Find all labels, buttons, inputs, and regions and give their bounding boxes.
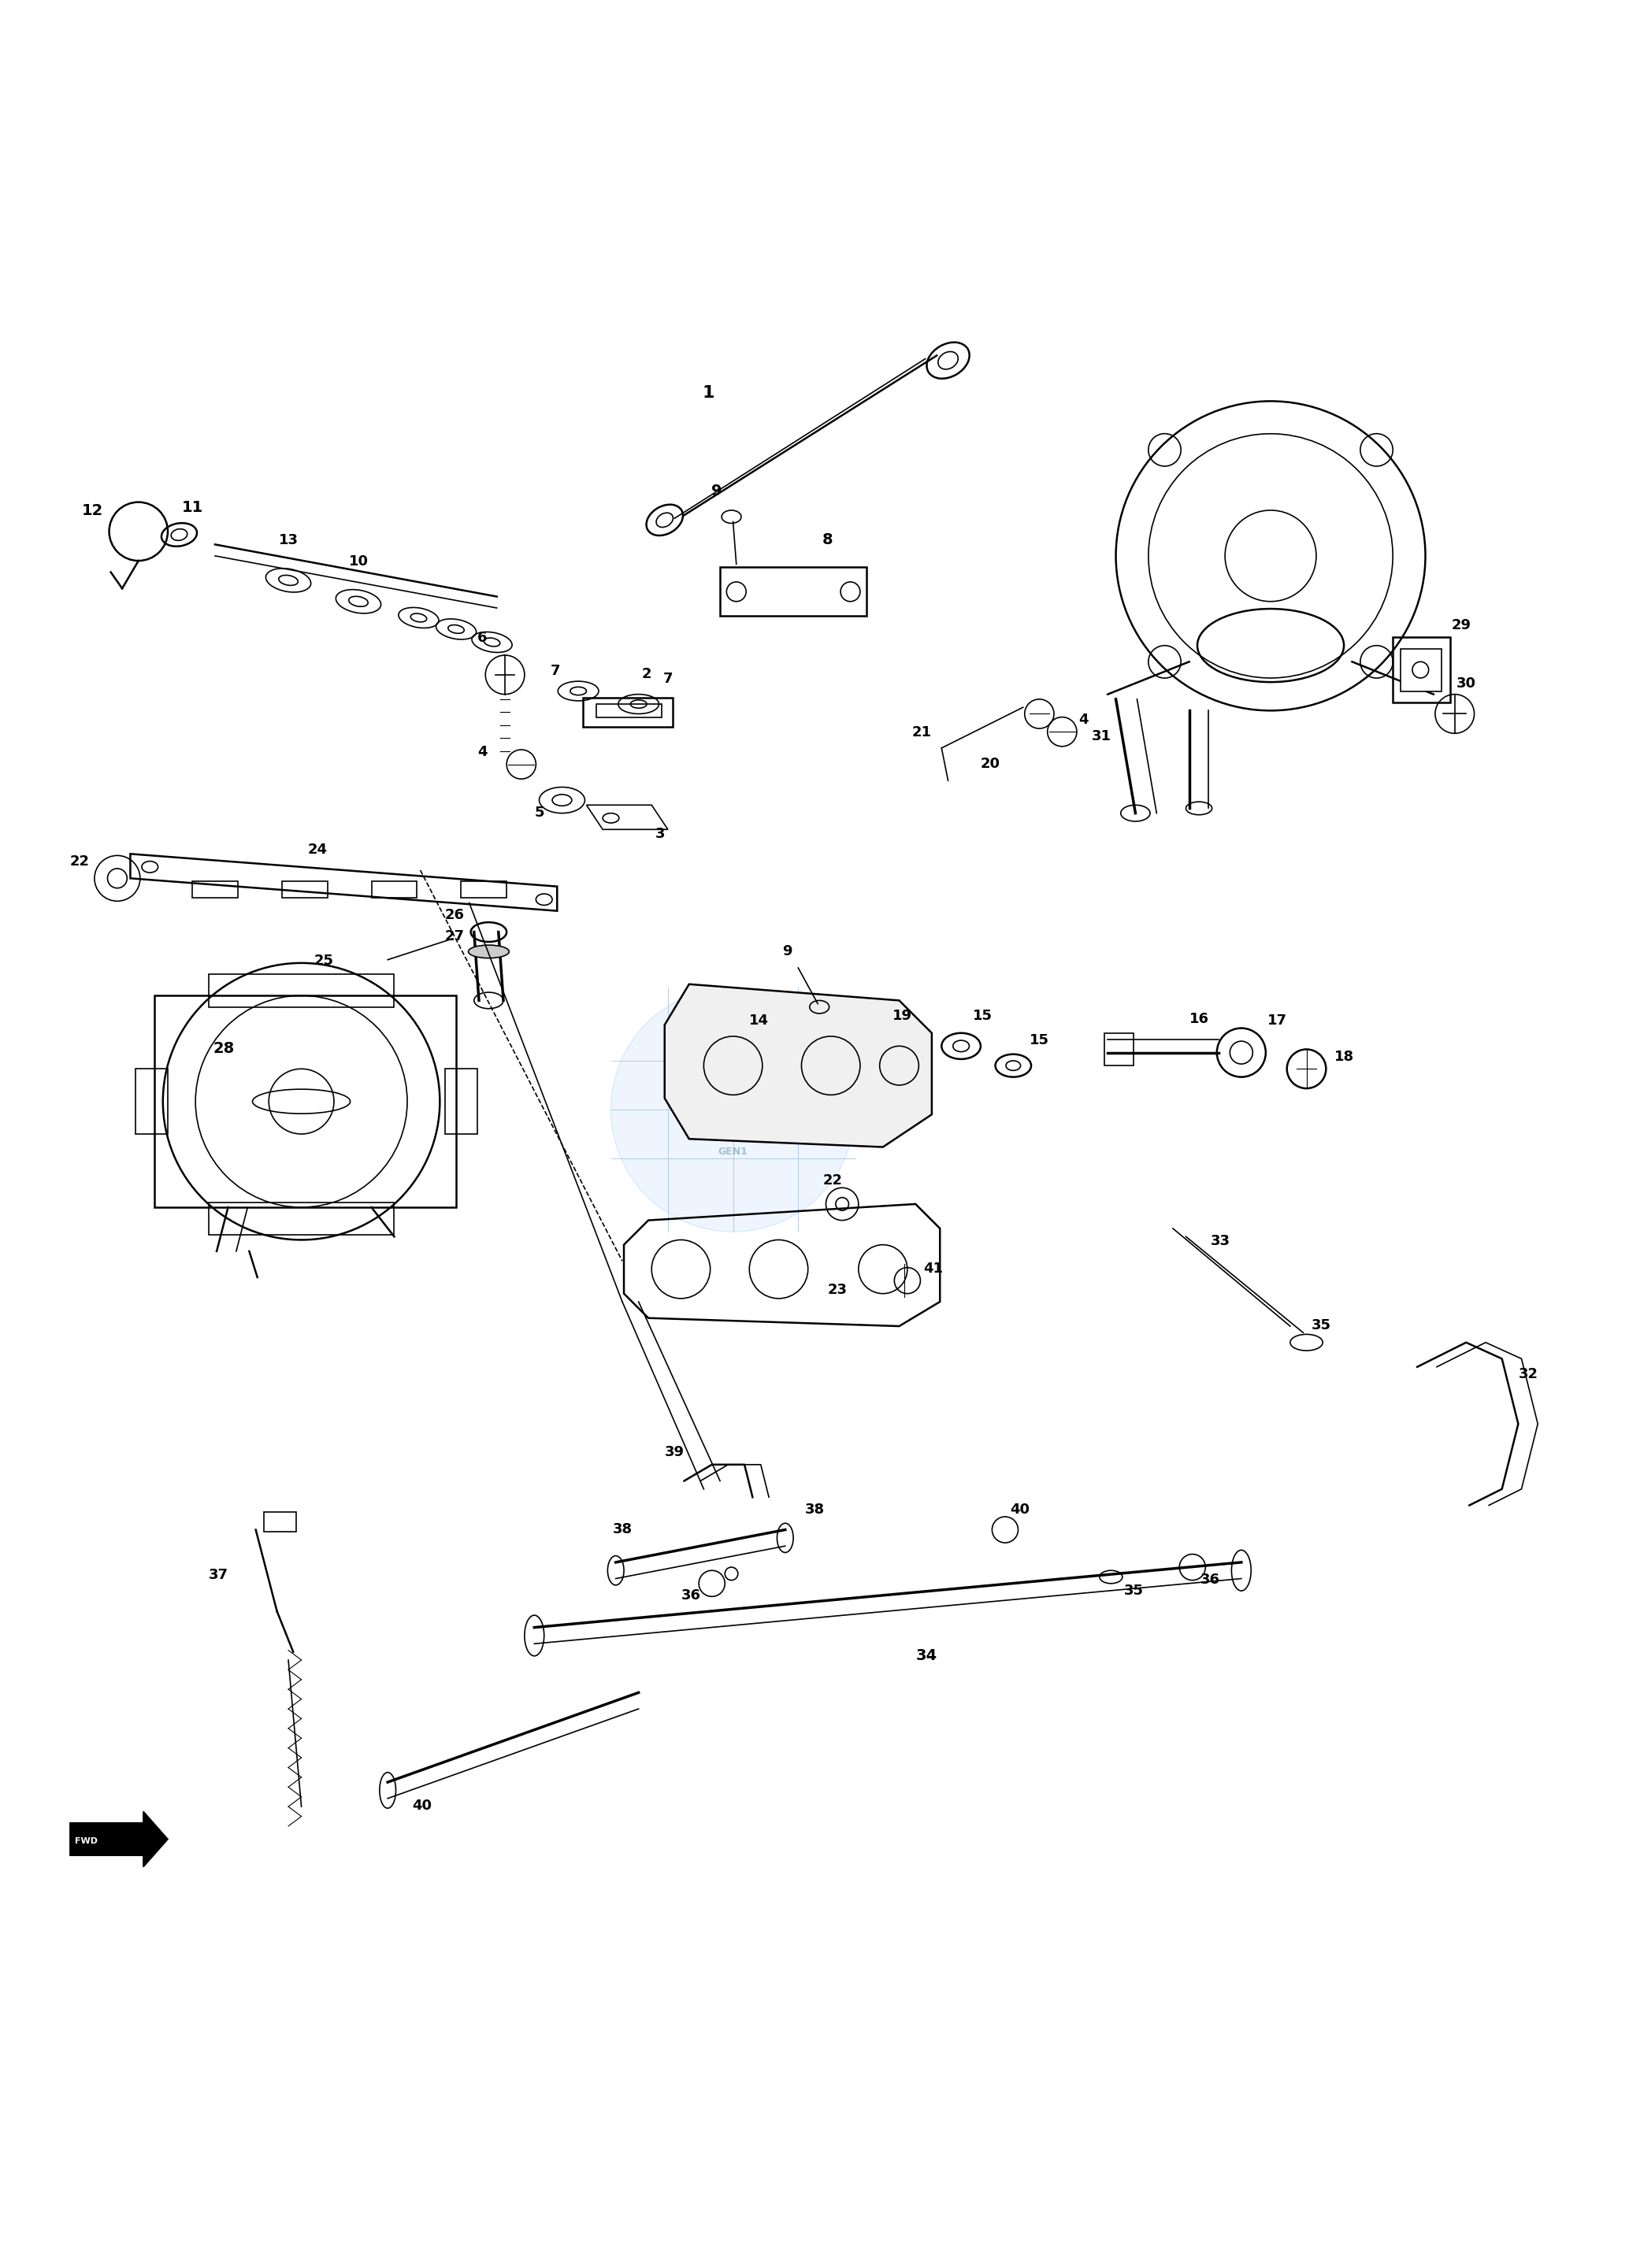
Text: 8: 8 xyxy=(823,533,832,547)
Bar xyxy=(1104,1032,1134,1066)
Bar xyxy=(720,567,867,617)
Text: 36: 36 xyxy=(681,1590,700,1603)
Bar xyxy=(135,1068,168,1134)
Bar xyxy=(282,882,327,898)
Text: 22: 22 xyxy=(70,855,90,869)
Bar xyxy=(264,1513,296,1531)
Bar xyxy=(596,703,661,717)
Text: 2: 2 xyxy=(642,667,652,680)
Bar xyxy=(445,1068,477,1134)
Text: 6: 6 xyxy=(477,631,487,646)
Text: 31: 31 xyxy=(1091,728,1111,744)
Text: 14: 14 xyxy=(749,1014,769,1027)
Bar xyxy=(155,996,456,1207)
Text: 37: 37 xyxy=(209,1567,228,1581)
Text: 5: 5 xyxy=(534,805,544,819)
Text: 3: 3 xyxy=(655,826,665,841)
Text: 9: 9 xyxy=(712,483,722,499)
Text: 38: 38 xyxy=(613,1522,632,1535)
Bar xyxy=(209,1202,394,1236)
Text: 35: 35 xyxy=(1311,1318,1331,1334)
Text: 26: 26 xyxy=(445,907,464,923)
Text: 1: 1 xyxy=(702,386,715,401)
Text: 30: 30 xyxy=(1456,676,1476,692)
Text: 13: 13 xyxy=(279,533,298,547)
Text: 16: 16 xyxy=(1189,1012,1209,1027)
Text: 11: 11 xyxy=(181,499,204,515)
Text: 39: 39 xyxy=(665,1445,684,1461)
Bar xyxy=(1401,649,1442,692)
Text: 33: 33 xyxy=(1210,1234,1230,1247)
Text: 28: 28 xyxy=(213,1041,235,1055)
Text: 27: 27 xyxy=(445,930,464,943)
Text: 41: 41 xyxy=(924,1261,943,1275)
Bar xyxy=(209,975,394,1007)
Text: 19: 19 xyxy=(893,1009,912,1023)
Text: 40: 40 xyxy=(1010,1501,1030,1517)
Bar xyxy=(583,699,673,726)
Text: GEN1: GEN1 xyxy=(718,1148,748,1157)
Text: 23: 23 xyxy=(828,1284,847,1297)
Text: 22: 22 xyxy=(823,1173,842,1188)
Text: 38: 38 xyxy=(805,1501,824,1517)
Text: 25: 25 xyxy=(314,953,334,968)
Text: 7: 7 xyxy=(663,671,673,685)
Text: 17: 17 xyxy=(1267,1014,1287,1027)
Text: 10: 10 xyxy=(349,556,368,569)
Text: 29: 29 xyxy=(1451,619,1471,633)
Text: 4: 4 xyxy=(1078,712,1088,726)
Text: FWD: FWD xyxy=(75,1837,98,1844)
Text: 15: 15 xyxy=(973,1009,992,1023)
Polygon shape xyxy=(665,984,932,1148)
Bar xyxy=(461,882,507,898)
Bar xyxy=(1393,637,1450,703)
Text: 24: 24 xyxy=(308,844,327,857)
Text: 32: 32 xyxy=(1518,1368,1538,1381)
Text: 15: 15 xyxy=(1030,1034,1049,1048)
Bar xyxy=(371,882,417,898)
Text: 7: 7 xyxy=(551,665,560,678)
Text: 4: 4 xyxy=(477,746,487,760)
Circle shape xyxy=(611,987,855,1232)
Text: 35: 35 xyxy=(1124,1583,1144,1599)
Text: 20: 20 xyxy=(981,758,1000,771)
Polygon shape xyxy=(70,1812,168,1867)
Text: 36: 36 xyxy=(1201,1572,1220,1588)
Ellipse shape xyxy=(469,946,508,957)
Text: 12: 12 xyxy=(81,503,104,519)
Text: 21: 21 xyxy=(912,726,932,739)
Text: 18: 18 xyxy=(1334,1050,1354,1064)
Bar xyxy=(192,882,238,898)
Text: MOTOR PARTS: MOTOR PARTS xyxy=(705,1127,761,1134)
Text: 9: 9 xyxy=(782,943,792,957)
Text: 40: 40 xyxy=(412,1799,432,1812)
Text: 34: 34 xyxy=(915,1649,937,1662)
